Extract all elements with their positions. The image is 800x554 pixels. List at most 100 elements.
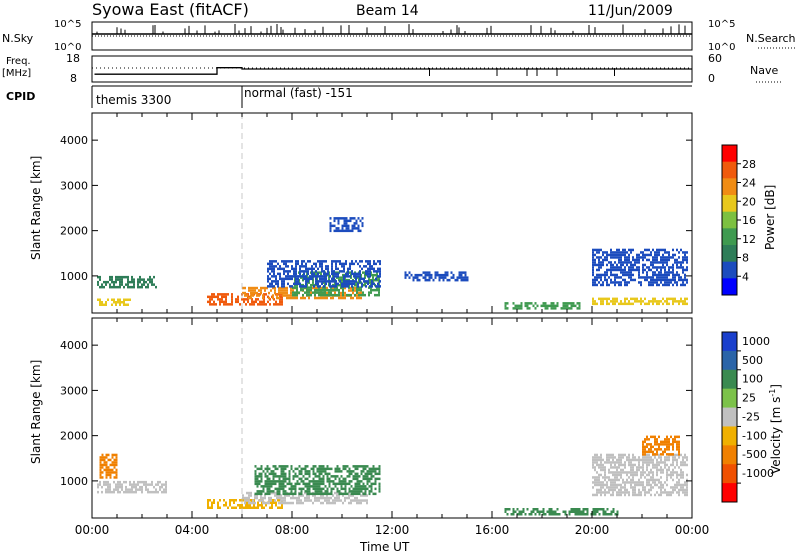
rti-cell — [680, 463, 682, 467]
rti-cell — [322, 477, 325, 481]
rti-cell — [207, 300, 209, 304]
rti-cell — [594, 513, 597, 516]
rti-cell — [326, 296, 328, 300]
rti-cell — [347, 229, 350, 233]
rti-cell — [684, 273, 686, 277]
rti-cell — [302, 475, 305, 478]
rti-cell — [642, 456, 644, 459]
rti-cell — [277, 285, 279, 288]
rti-cell — [281, 277, 283, 281]
rti-cell — [115, 483, 117, 486]
rti-cell — [354, 485, 357, 488]
rti-cell — [352, 291, 354, 295]
rti-cell — [670, 271, 672, 274]
rti-cell — [314, 496, 316, 500]
rti-cell — [269, 277, 271, 281]
rti-cell — [310, 291, 312, 295]
rti-cell — [123, 490, 125, 494]
rti-cell — [286, 289, 288, 292]
rti-cell — [560, 307, 563, 310]
rti-cell — [650, 281, 652, 284]
rti-cell — [271, 282, 273, 286]
rti-cell — [336, 499, 338, 502]
rti-cell — [320, 293, 322, 297]
rti-cell — [598, 261, 600, 264]
rti-cell — [668, 283, 670, 287]
rti-cell — [294, 496, 296, 500]
rti-cell — [157, 480, 159, 484]
rti-cell — [326, 477, 329, 481]
rti-cell — [231, 295, 233, 299]
rti-cell — [640, 458, 642, 462]
rti-cell — [378, 288, 380, 292]
rti-cell — [620, 491, 622, 494]
rti-cell — [662, 302, 664, 306]
rti-cell — [598, 266, 600, 269]
rti-cell — [640, 481, 642, 484]
rti-cell — [350, 276, 352, 279]
rti-cell — [280, 289, 282, 292]
rti-cell — [275, 504, 277, 507]
rti-cell — [113, 471, 116, 474]
rti-cell — [642, 253, 644, 257]
rti-cell — [321, 260, 323, 263]
rti-cell — [295, 265, 297, 268]
rti-cell — [370, 490, 373, 493]
rti-cell — [656, 253, 658, 257]
rti-cell — [596, 461, 598, 464]
rti-cell — [686, 488, 688, 492]
rti-cell — [129, 490, 131, 494]
rti-cell — [684, 276, 686, 279]
rti-cell — [620, 486, 622, 489]
rti-cell — [372, 273, 374, 277]
rti-cell — [353, 262, 355, 266]
rti-cell — [308, 480, 311, 483]
rti-cell — [332, 293, 334, 297]
rti-cell — [269, 272, 271, 276]
rti-cell — [213, 293, 215, 296]
rti-cell — [552, 302, 555, 305]
rti-cell — [636, 258, 638, 262]
rti-cell — [662, 297, 664, 301]
rti-cell — [260, 475, 263, 478]
rti-cell — [608, 453, 610, 457]
rti-cell — [111, 453, 114, 457]
rti-cell — [343, 285, 345, 288]
rti-cell — [153, 490, 155, 494]
rti-cell — [638, 253, 640, 257]
rti-cell — [414, 276, 417, 279]
rti-cell — [111, 303, 113, 306]
rti-cell — [632, 263, 634, 267]
rti-cell — [313, 267, 315, 271]
rti-cell — [293, 272, 295, 276]
rti-cell — [614, 281, 616, 284]
rti-cell — [273, 303, 275, 306]
rti-cell — [676, 491, 678, 494]
rti-cell — [328, 276, 330, 279]
rti-cell — [312, 470, 315, 473]
rti-cell — [282, 465, 285, 468]
rti-cell — [370, 467, 373, 471]
rti-cell — [322, 482, 325, 486]
rti-cell — [282, 286, 284, 290]
nsearch-label: N.Search — [746, 32, 796, 45]
rti-cell — [328, 492, 331, 496]
rti-cell — [296, 496, 298, 500]
rti-cell — [686, 258, 688, 262]
rti-cell — [426, 271, 429, 274]
rti-cell — [356, 288, 358, 292]
rti-cell — [347, 224, 350, 228]
rti-cell — [592, 476, 594, 479]
rti-cell — [604, 510, 607, 513]
rti-cell — [628, 268, 630, 272]
rti-cell — [668, 271, 670, 274]
rti-cell — [666, 453, 668, 456]
rti-cell — [564, 304, 567, 308]
rti-cell — [634, 486, 636, 489]
rti-cell — [644, 488, 646, 492]
rti-cell — [656, 463, 658, 467]
rti-cell — [650, 443, 652, 446]
rti-cell — [358, 286, 360, 289]
rti-cell — [223, 303, 225, 306]
rti-cell — [322, 293, 324, 297]
